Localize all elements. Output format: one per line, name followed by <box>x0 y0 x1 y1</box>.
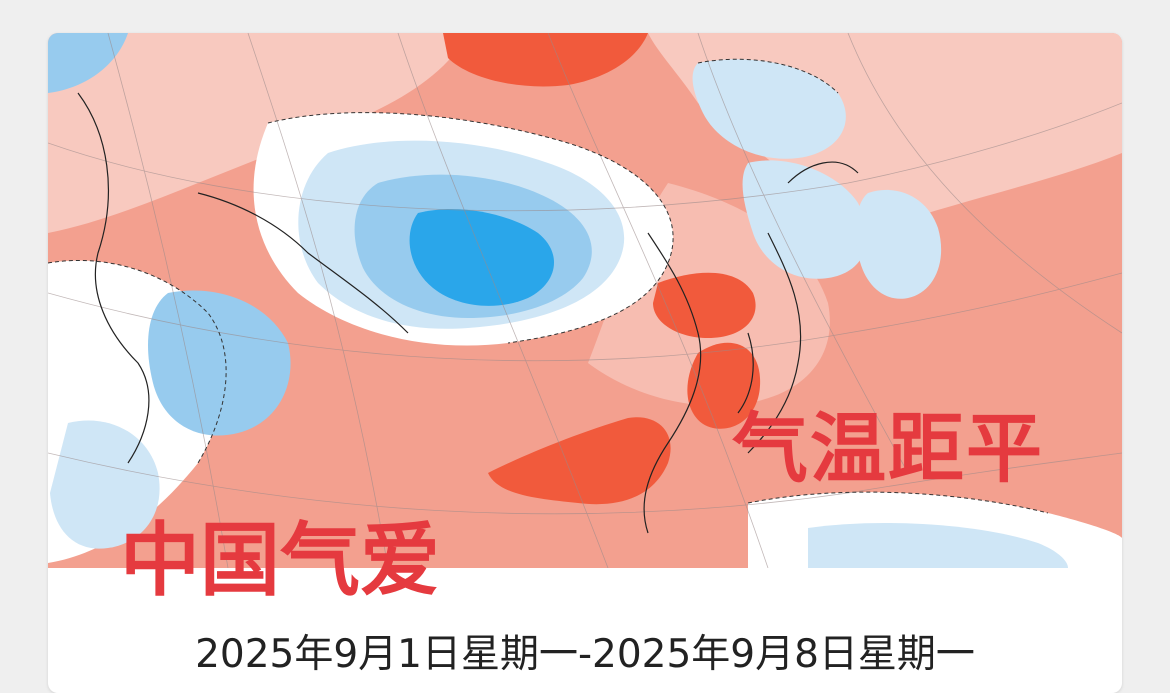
cool-region-kamchatka <box>742 160 867 279</box>
cool-region-mideast <box>50 420 160 549</box>
strong-warm-china <box>488 417 671 505</box>
cool-region-northeast <box>692 59 846 159</box>
cool-region-south-pacific <box>808 523 1068 568</box>
map-card[interactable]: 气温距平 中国气爱 2025年9月1日星期一-2025年9月8日星期一 <box>48 33 1122 693</box>
cool-region-east-sea <box>855 189 942 299</box>
date-range-caption: 2025年9月1日星期一-2025年9月8日星期一 <box>195 632 975 677</box>
strong-warm-northeast-china <box>653 272 756 338</box>
brand-watermark: 中国气爱 <box>120 514 440 607</box>
coastlines <box>77 92 859 534</box>
mild-warm-region-north <box>48 33 468 233</box>
cool-region-northwest <box>48 33 128 93</box>
cool-region-europe <box>148 290 291 436</box>
overlay-title: 气温距平 <box>732 404 1044 493</box>
graticule <box>48 33 1122 568</box>
strong-warm-arctic <box>443 33 648 87</box>
strong-cool-region <box>409 209 555 306</box>
zero-contours <box>48 58 1049 514</box>
temperature-anomaly-map <box>48 33 1122 568</box>
